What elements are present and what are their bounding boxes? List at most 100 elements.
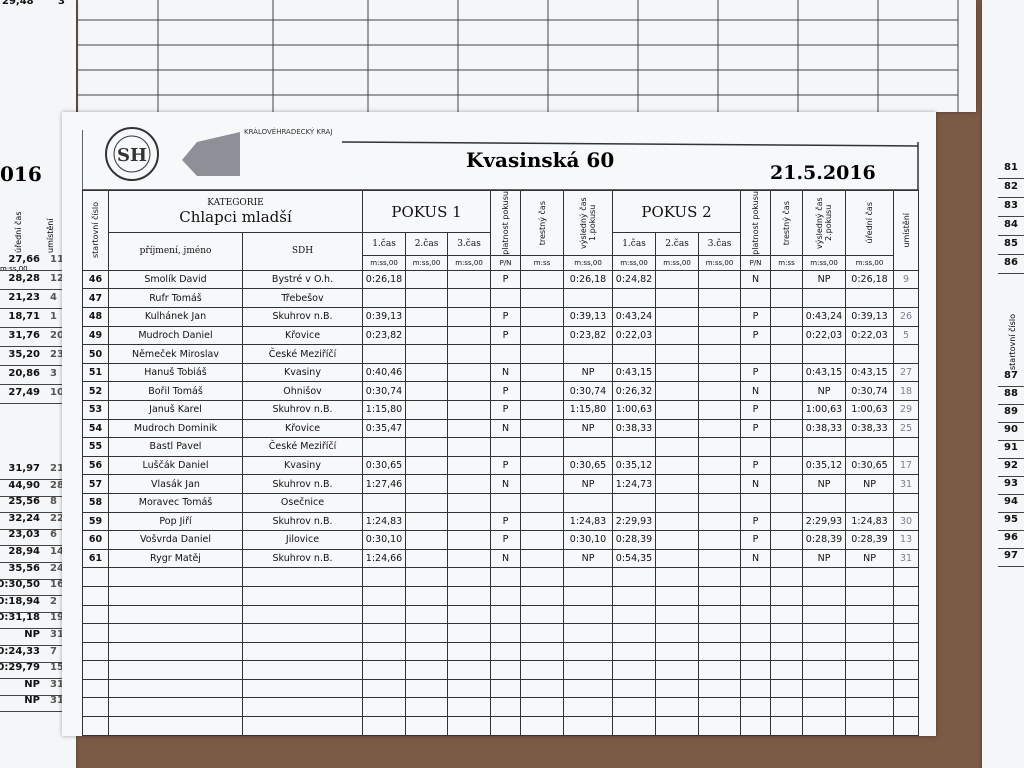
- left-place: 6: [50, 529, 57, 541]
- cell: [490, 585, 522, 606]
- cell: 1:24,73: [612, 474, 657, 494]
- cell: 0:24,82: [612, 269, 657, 290]
- cell: [770, 288, 804, 309]
- cell: [520, 623, 565, 643]
- cell: [447, 623, 492, 643]
- cell: [740, 716, 772, 736]
- cell: 0:30,65: [845, 455, 895, 476]
- blank-row: [82, 678, 920, 699]
- top-sheet: [78, 0, 976, 112]
- cell: [655, 585, 700, 606]
- start-number: 90: [1004, 424, 1018, 435]
- cell: [108, 678, 243, 699]
- left-time: NP: [24, 678, 40, 690]
- right-line: [998, 530, 1024, 531]
- cell: 0:30,10: [362, 530, 407, 550]
- header-text: trestný čas: [537, 200, 547, 246]
- right-line: [998, 422, 1024, 423]
- cell: 0:30,65: [563, 455, 614, 476]
- cell: [82, 604, 109, 625]
- cell: [447, 641, 492, 662]
- result-row: 57 Vlasák Jan Skuhrov n.B. 1:27,46 N NP 1:24,7…: [82, 474, 920, 494]
- header-cell: trestný čas: [520, 190, 565, 256]
- cell: [108, 567, 243, 587]
- start-number: 87: [1004, 370, 1018, 381]
- cell: 57: [82, 474, 109, 494]
- cell: [241, 641, 364, 662]
- cell: [698, 567, 742, 587]
- left-top: 29,48: [2, 0, 34, 7]
- cell: [108, 716, 243, 736]
- cell: [612, 716, 657, 736]
- cell: [405, 492, 449, 513]
- cell: [520, 418, 565, 439]
- cell: [520, 716, 565, 736]
- right-line: [998, 386, 1024, 387]
- cell: [655, 418, 700, 439]
- cell: [845, 567, 895, 587]
- cell: Rygr Matěj: [108, 548, 243, 569]
- cell: [362, 344, 407, 364]
- cell: [698, 325, 742, 346]
- header-cell: trestný čas: [770, 190, 804, 256]
- cell: [520, 325, 565, 346]
- cell: [490, 623, 522, 643]
- cell: 0:30,65: [362, 455, 407, 476]
- right-line: [998, 548, 1024, 549]
- cell: [698, 399, 742, 420]
- cell: [520, 344, 565, 364]
- cell: N: [740, 474, 772, 494]
- cell: Rufr Tomáš: [108, 288, 243, 309]
- unit-cell: m:ss,00: [362, 254, 407, 271]
- cell: [405, 399, 449, 420]
- cell: [563, 660, 614, 680]
- cell: 0:35,12: [802, 455, 847, 476]
- cell: [241, 678, 364, 699]
- left-place: 28: [50, 479, 64, 491]
- cell: [655, 492, 700, 513]
- cell: [698, 492, 742, 513]
- cell: [802, 567, 847, 587]
- cell: [845, 697, 895, 718]
- header-cell: 3.čas: [698, 232, 742, 256]
- cell: [447, 288, 492, 309]
- cell: NP: [845, 474, 895, 494]
- cell: [802, 678, 847, 699]
- cell: [490, 492, 522, 513]
- cell: [447, 455, 492, 476]
- cell: N: [740, 269, 772, 290]
- cell: [520, 567, 565, 587]
- cell: 0:28,39: [612, 530, 657, 550]
- cell: [563, 697, 614, 718]
- cell: 50: [82, 344, 109, 364]
- right-line: [998, 476, 1024, 477]
- right-line: [998, 254, 1024, 255]
- cell: [698, 455, 742, 476]
- cell: 29: [893, 399, 920, 420]
- cell: [108, 641, 243, 662]
- left-place: 15: [50, 662, 64, 674]
- blank-row: [82, 604, 920, 625]
- unit-cell: m:ss,00: [845, 254, 895, 271]
- left-line: [0, 495, 76, 497]
- header-cell: platnost pokusu: [490, 190, 522, 256]
- cell: [845, 716, 895, 736]
- cell: [520, 660, 565, 680]
- cell: 0:43,24: [612, 307, 657, 327]
- left-place: 19: [50, 612, 64, 624]
- cell: [770, 492, 804, 513]
- start-number: 86: [1004, 257, 1018, 268]
- cell: [563, 567, 614, 587]
- cell: [563, 716, 614, 736]
- cell: Kvasiny: [241, 362, 364, 383]
- cell: [490, 604, 522, 625]
- blank-row: [82, 567, 920, 587]
- cell: [405, 344, 449, 364]
- cell: 1:15,80: [362, 399, 407, 420]
- cell: P: [490, 307, 522, 327]
- cell: [241, 716, 364, 736]
- result-row: 48 Kulhánek Jan Skuhrov n.B. 0:39,13 P 0:39,1…: [82, 307, 920, 327]
- cell: [740, 567, 772, 587]
- cell: [405, 269, 449, 290]
- cell: [655, 269, 700, 290]
